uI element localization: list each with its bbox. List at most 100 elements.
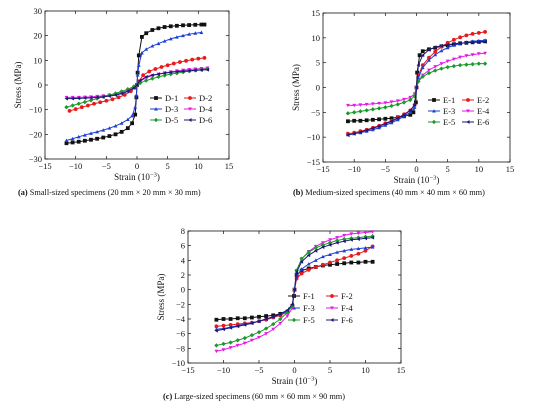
- legend-label: D-2: [199, 93, 212, 103]
- y-tick-label: 8: [181, 226, 185, 236]
- data-point: [202, 55, 207, 60]
- series-f-6: [214, 235, 375, 333]
- data-point: [451, 63, 457, 69]
- data-point: [411, 110, 416, 115]
- data-point: [364, 128, 369, 133]
- data-point: [395, 116, 400, 121]
- series-d-6: [64, 67, 210, 101]
- data-point: [358, 130, 362, 135]
- chart-panel-b: −15 −10 −5 0 5 10 15 −15 −10 −5 0 5 10 15 Strain (10−3…: [291, 8, 514, 185]
- data-point: [290, 302, 294, 307]
- data-point: [370, 127, 375, 132]
- data-point: [150, 76, 155, 81]
- data-point: [452, 41, 456, 46]
- data-point: [363, 236, 368, 241]
- data-point: [464, 54, 469, 58]
- data-point: [433, 65, 438, 69]
- data-point: [116, 95, 121, 100]
- data-point: [352, 103, 357, 108]
- data-point: [181, 69, 185, 74]
- data-point: [335, 240, 339, 245]
- data-point: [150, 73, 154, 78]
- data-point: [86, 103, 90, 108]
- data-point: [349, 232, 354, 236]
- data-point: [221, 348, 226, 352]
- x-tick-label: 0: [414, 164, 418, 174]
- data-point: [181, 23, 185, 28]
- data-point: [235, 316, 240, 321]
- y-tick-label: −2: [176, 299, 185, 309]
- data-point: [214, 328, 218, 333]
- data-point: [113, 93, 118, 98]
- data-point: [235, 338, 240, 343]
- y-tick-label: 5: [316, 58, 320, 68]
- data-point: [104, 98, 109, 103]
- data-point: [402, 112, 406, 117]
- data-point: [82, 138, 87, 143]
- data-point: [107, 134, 112, 138]
- data-point: [408, 95, 413, 100]
- legend-marker: [466, 109, 470, 113]
- data-point: [356, 237, 360, 241]
- y-tick-label: 4: [181, 255, 186, 265]
- data-point: [464, 33, 469, 38]
- data-point: [408, 110, 413, 114]
- data-point: [352, 131, 356, 136]
- data-point: [263, 326, 269, 331]
- data-point: [383, 121, 387, 126]
- data-point: [228, 322, 233, 327]
- legend-marker: [188, 96, 192, 100]
- caption-c: (c) Large-sized specimens (60 mm × 60 mm…: [163, 392, 345, 401]
- y-tick-label: 20: [34, 31, 43, 41]
- y-tick-label: 10: [312, 33, 321, 43]
- data-point: [64, 141, 69, 146]
- data-point: [101, 135, 106, 140]
- data-point: [313, 258, 318, 262]
- data-point: [470, 61, 475, 67]
- legend-entry: F-6: [326, 315, 353, 325]
- data-point: [82, 133, 87, 137]
- data-point: [95, 129, 100, 134]
- data-point: [358, 118, 363, 123]
- data-point: [313, 248, 318, 253]
- legend-marker: [188, 118, 192, 122]
- data-point: [82, 96, 87, 100]
- x-tick-label: −15: [181, 365, 194, 375]
- x-tick-label: −15: [38, 161, 51, 171]
- data-point: [364, 108, 369, 113]
- y-tick-label: −20: [29, 129, 42, 139]
- data-point: [242, 341, 247, 346]
- data-point: [278, 321, 283, 326]
- data-point: [88, 98, 94, 103]
- data-point: [250, 315, 254, 320]
- caption-a-text: Small-sized specimens (20 mm × 20 mm × 3…: [27, 188, 201, 197]
- data-point: [414, 85, 419, 90]
- data-point: [445, 64, 450, 70]
- data-point: [82, 99, 88, 105]
- y-axis-title: Stress (MPa): [156, 274, 166, 321]
- data-point: [101, 128, 106, 132]
- data-point: [349, 260, 354, 265]
- data-point: [328, 252, 332, 256]
- data-point: [401, 100, 407, 105]
- chart-panel-a: −15 −10 −5 0 5 10 15 −30 −20 −10 0 10 20 30 Strain (10…: [13, 6, 233, 182]
- data-point: [356, 251, 361, 256]
- legend-marker: [330, 306, 334, 310]
- data-point: [174, 23, 179, 28]
- data-point: [395, 117, 400, 122]
- data-point: [153, 67, 158, 71]
- legend-entry: D-2: [184, 93, 212, 103]
- data-point: [346, 119, 350, 124]
- data-point: [389, 103, 394, 109]
- data-point: [113, 132, 118, 137]
- data-point: [335, 250, 339, 254]
- data-point: [250, 338, 254, 343]
- x-tick-label: 5: [328, 365, 332, 375]
- data-point: [349, 237, 353, 242]
- data-point: [79, 105, 84, 110]
- legend-marker: [291, 317, 297, 323]
- data-point: [257, 314, 261, 319]
- data-point: [132, 86, 136, 90]
- series-d-3: [64, 30, 204, 143]
